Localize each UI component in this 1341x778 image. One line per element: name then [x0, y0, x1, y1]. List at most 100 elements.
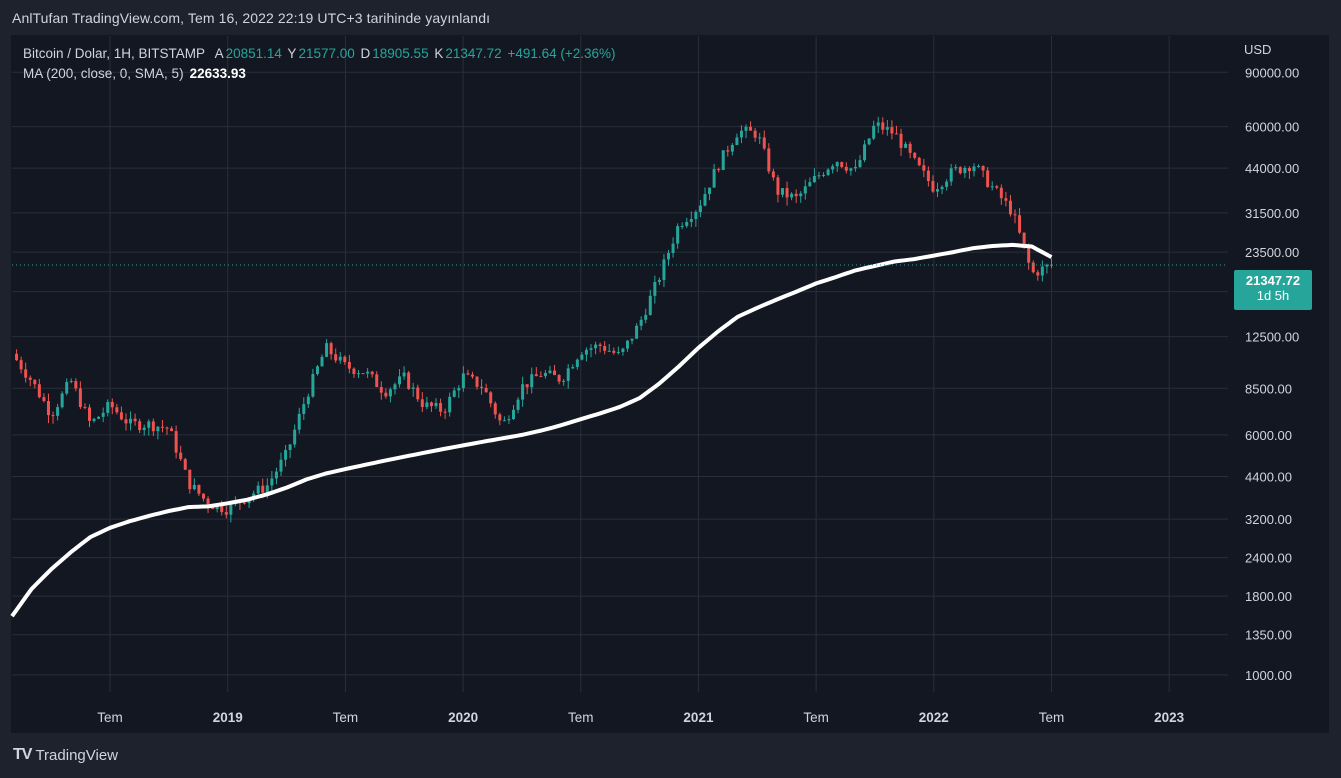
- candle-body: [489, 392, 493, 404]
- candle-body: [1008, 200, 1012, 215]
- candle-body: [744, 126, 748, 131]
- candle-body: [466, 373, 470, 375]
- y-tick-label: 23500.00: [1245, 245, 1299, 260]
- candle-body: [853, 166, 857, 169]
- ma-label[interactable]: MA (200, close, 0, SMA, 5): [23, 66, 184, 81]
- candle-body: [1022, 232, 1026, 247]
- tradingview-logo[interactable]: TV TradingView: [13, 746, 118, 764]
- candle-body: [42, 397, 46, 402]
- candle-body: [940, 186, 944, 190]
- candle-body: [151, 421, 155, 432]
- candle-body: [986, 170, 990, 187]
- candle-body: [949, 168, 953, 182]
- candle-body: [867, 138, 871, 145]
- candle-body: [252, 493, 256, 498]
- candle-body: [461, 373, 465, 389]
- candle-body: [575, 359, 579, 368]
- candle-body: [831, 166, 835, 170]
- candle-body: [799, 193, 803, 197]
- candle-body: [411, 387, 415, 389]
- candle-body: [648, 295, 652, 315]
- low-label: D: [360, 46, 371, 61]
- candle-body: [92, 418, 96, 421]
- candle-body: [739, 130, 743, 138]
- candle-body: [954, 167, 958, 169]
- candle-body: [142, 427, 146, 431]
- open-label: A: [214, 46, 224, 61]
- candle-body: [265, 485, 269, 493]
- candle-body: [1036, 272, 1040, 276]
- candle-body: [484, 387, 488, 393]
- chart-panel[interactable]: [11, 35, 1329, 733]
- candle-body: [767, 148, 771, 172]
- candle-body: [343, 356, 347, 363]
- candle-body: [917, 157, 921, 166]
- y-tick-label: 1800.00: [1245, 589, 1292, 604]
- candle-body: [15, 353, 19, 361]
- candle-body: [603, 345, 607, 351]
- candle-body: [1049, 264, 1053, 266]
- candle-body: [922, 165, 926, 171]
- close-value: 21347.72: [445, 46, 502, 61]
- candle-body: [904, 143, 908, 148]
- candle-body: [288, 444, 292, 450]
- candle-body: [439, 402, 443, 412]
- candle-body: [361, 373, 365, 375]
- currency-unit[interactable]: USD: [1244, 42, 1272, 57]
- y-tick-label: 1350.00: [1245, 628, 1292, 643]
- candle-body: [402, 372, 406, 377]
- y-tick-label: 12500.00: [1245, 330, 1299, 345]
- candle-body: [448, 396, 452, 413]
- candle-body: [790, 193, 794, 198]
- candle-body: [325, 343, 329, 357]
- candle-body: [694, 211, 698, 220]
- candle-body: [302, 404, 306, 414]
- candle-body: [548, 370, 552, 373]
- candle-body: [60, 393, 64, 408]
- candle-body: [612, 350, 616, 353]
- bar-countdown: 1d 5h: [1256, 288, 1290, 303]
- candle-body: [429, 402, 433, 407]
- candle-body: [147, 421, 151, 428]
- y-tick-label: 1000.00: [1245, 668, 1292, 683]
- candle-body: [726, 150, 730, 152]
- candle-body: [480, 386, 484, 388]
- candle-body: [46, 401, 50, 416]
- candle-body: [685, 221, 689, 226]
- y-tick-label: 6000.00: [1245, 428, 1292, 443]
- candle-body: [375, 374, 379, 387]
- candle-body: [534, 374, 538, 377]
- candle-body: [315, 366, 319, 374]
- candle-body: [562, 380, 566, 382]
- candle-body: [990, 186, 994, 188]
- candle-body: [156, 426, 160, 432]
- y-tick-label: 44000.00: [1245, 161, 1299, 176]
- candle-body: [721, 150, 725, 170]
- candle-body: [926, 170, 930, 182]
- candle-body: [749, 126, 753, 131]
- candle-body: [366, 371, 370, 374]
- candle-body: [625, 340, 629, 349]
- candle-body: [557, 375, 561, 382]
- candle-body: [812, 176, 816, 183]
- candle-body: [420, 399, 424, 408]
- candle-body: [808, 182, 812, 187]
- candle-body: [393, 384, 397, 390]
- candle-body: [849, 168, 853, 171]
- candle-body: [794, 193, 798, 197]
- candle-body: [931, 181, 935, 192]
- symbol-label[interactable]: Bitcoin / Dolar, 1H, BITSTAMP: [23, 46, 205, 61]
- x-tick-label: 2021: [683, 710, 714, 725]
- candle-body: [717, 169, 721, 171]
- candle-body: [689, 219, 693, 222]
- candle-body: [338, 356, 342, 361]
- candle-body: [698, 205, 702, 212]
- candle-body: [284, 449, 288, 460]
- open-value: 20851.14: [225, 46, 282, 61]
- candle-body: [899, 133, 903, 148]
- candle-body: [224, 512, 228, 515]
- candle-body: [229, 504, 233, 515]
- candle-body: [160, 426, 164, 428]
- close-label: K: [434, 46, 444, 61]
